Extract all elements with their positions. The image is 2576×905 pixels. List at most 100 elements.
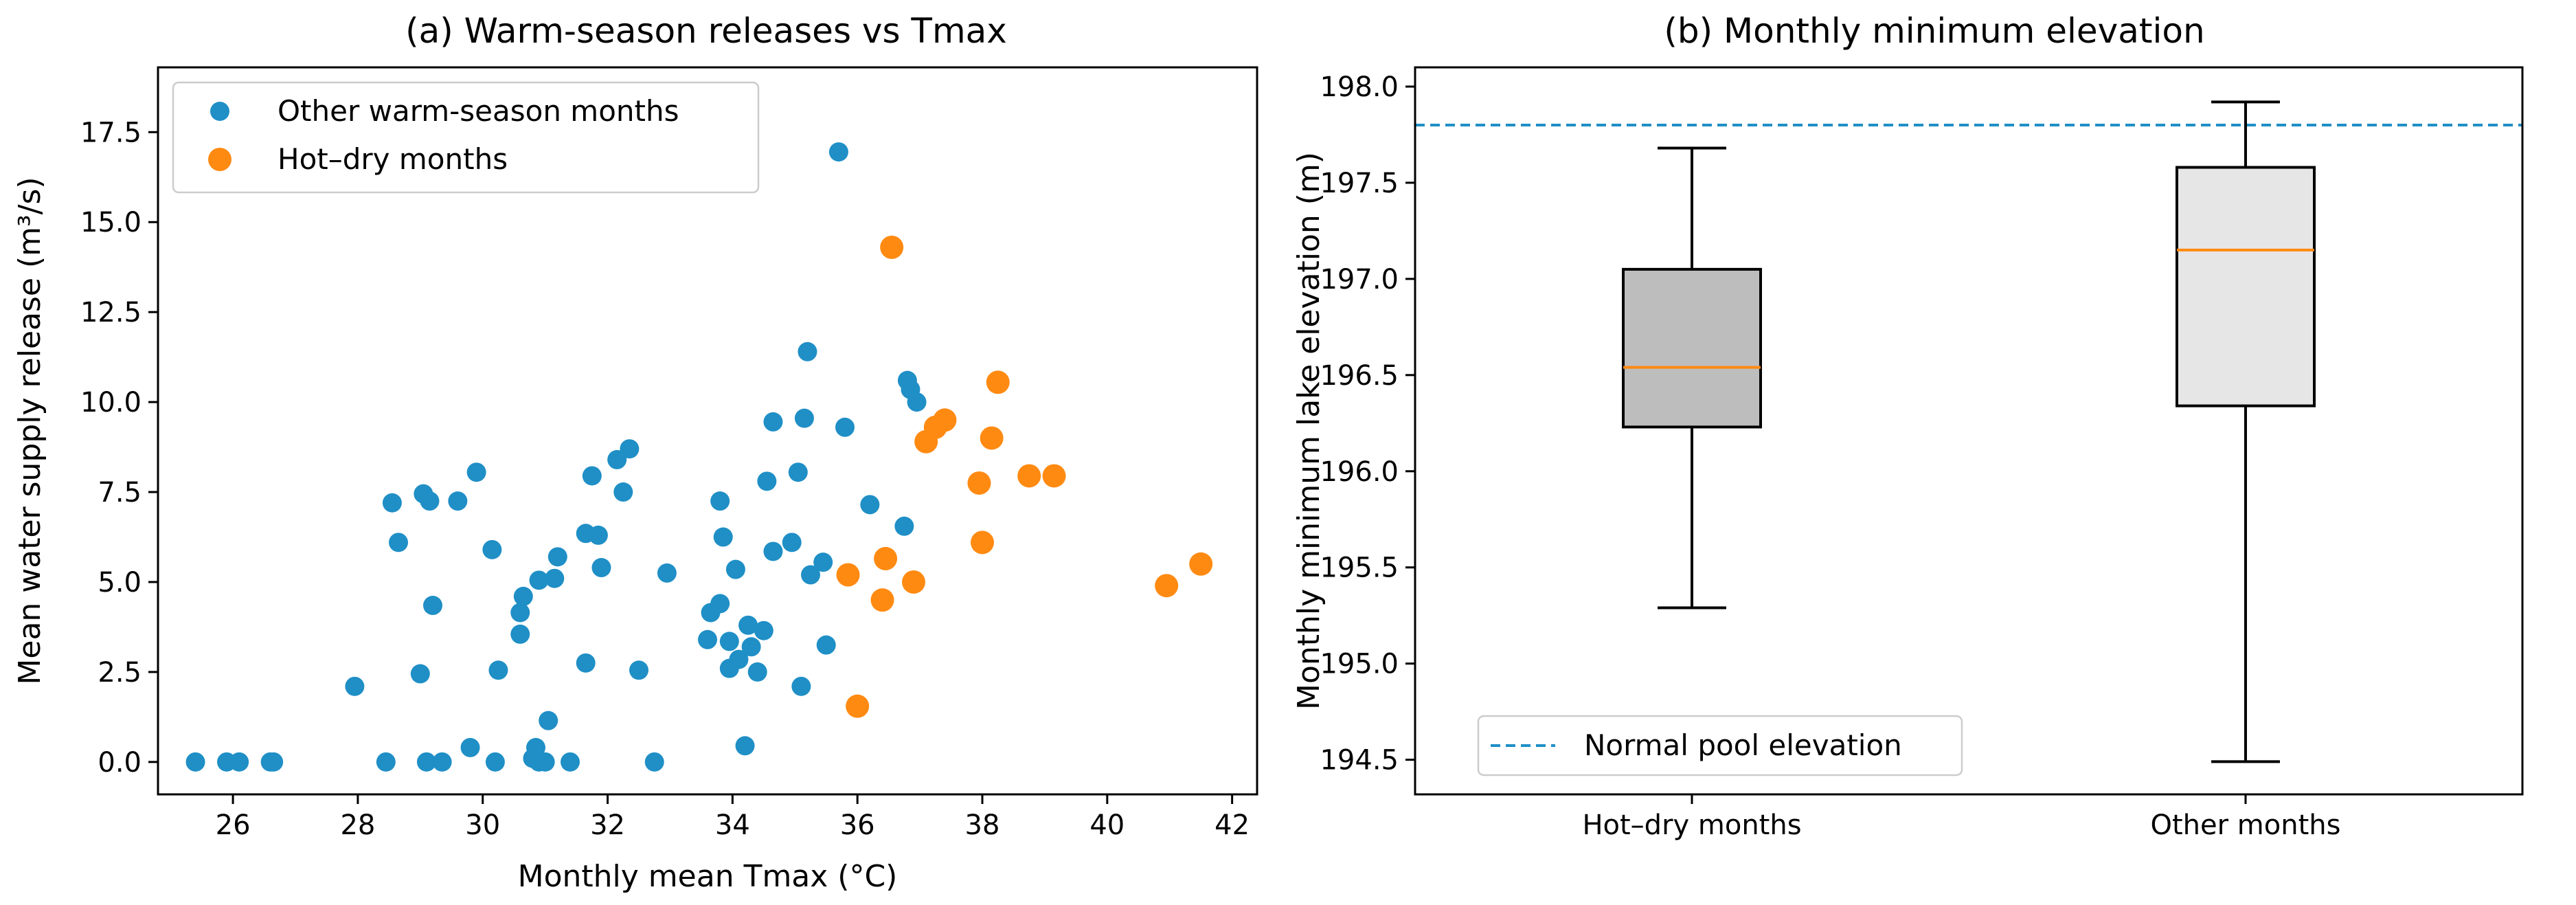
scatter-y-tick-label: 2.5 — [98, 657, 142, 689]
other-warm-season-point — [798, 342, 817, 361]
other-warm-season-point — [513, 586, 533, 606]
other-warm-season-point — [576, 653, 596, 673]
other-warm-season-point — [485, 752, 505, 772]
hot-dry-point — [1189, 552, 1213, 576]
other-warm-season-point — [466, 462, 486, 482]
interquartile-box — [2176, 166, 2316, 407]
other-warm-season-point — [607, 449, 627, 469]
scatter-legend-box — [172, 81, 760, 194]
scatter-y-tick-label: 15.0 — [80, 207, 142, 238]
boxplot-legend-box — [1477, 715, 1963, 776]
other-warm-season-point — [620, 439, 640, 459]
other-warm-season-point — [644, 752, 664, 772]
other-warm-season-point — [747, 662, 767, 682]
other-warm-season-point — [376, 752, 396, 772]
hot-dry-point — [874, 546, 898, 570]
other-warm-season-point — [763, 412, 783, 432]
other-warm-season-point — [907, 392, 927, 412]
scatter-x-tick-label: 26 — [216, 809, 251, 841]
hot-dry-point — [971, 530, 994, 555]
hot-dry-point — [880, 235, 904, 259]
scatter-x-tick-label: 38 — [965, 809, 1000, 841]
other-warm-season-point — [738, 615, 758, 635]
boxplot-y-tick-label: 197.0 — [1320, 264, 1399, 295]
other-warm-season-point — [754, 621, 773, 640]
other-warm-season-point — [816, 635, 836, 655]
other-warm-season-point — [460, 737, 480, 757]
scatter-y-tick-label: 17.5 — [80, 117, 142, 148]
other-warm-season-point — [345, 676, 365, 696]
boxplot-y-tick-label: 195.0 — [1320, 649, 1399, 680]
other-warm-season-point — [482, 539, 502, 559]
hot-dry-point — [836, 563, 860, 587]
boxplot-panel: (b) Monthly minimum elevation 194.5 195.0… — [1291, 11, 2524, 841]
hot-dry-point — [986, 370, 1010, 394]
other-warm-season-point — [629, 660, 648, 680]
other-warm-season-point — [735, 736, 755, 756]
boxplot-legend: Normal pool elevation — [1477, 715, 1963, 776]
box-hot-dry — [1622, 146, 1762, 610]
other-warm-season-point — [801, 565, 820, 585]
other-warm-season-point — [582, 466, 602, 486]
other-warm-season-point — [725, 559, 745, 579]
hot-dry-point — [933, 408, 957, 432]
scatter-x-axis-label: Monthly mean Tmax (°C) — [518, 859, 898, 894]
other-warm-season-point — [539, 711, 558, 730]
other-warm-season-point — [757, 471, 777, 491]
other-warm-season-point — [510, 603, 530, 623]
other-warm-season-point — [894, 516, 914, 536]
hot-dry-point — [967, 471, 991, 495]
other-warm-season-point — [420, 491, 440, 511]
hot-dry-point — [846, 694, 870, 718]
other-warm-season-point — [828, 142, 848, 162]
scatter-x-tick-label: 36 — [840, 809, 875, 841]
other-warm-season-point — [860, 495, 880, 515]
boxplot-y-tick-label: 198.0 — [1320, 71, 1399, 103]
other-warm-season-point — [710, 594, 730, 614]
other-warm-season-point — [729, 649, 749, 669]
other-warm-season-point — [741, 637, 761, 657]
legend-label-other-warm-season: Other warm-season months — [278, 94, 679, 128]
other-warm-season-point — [526, 737, 545, 757]
other-warm-season-point — [545, 568, 565, 588]
other-warm-season-point — [788, 462, 808, 482]
scatter-x-tick-label: 28 — [340, 809, 375, 841]
hot-dry-point — [1017, 464, 1041, 488]
other-warm-season-point — [561, 752, 580, 772]
other-warm-season-point — [529, 570, 549, 590]
other-warm-season-point — [591, 558, 611, 578]
other-warm-season-point — [382, 493, 402, 513]
scatter-y-tick-label: 0.0 — [98, 747, 142, 779]
boxplot-y-tick-label: 194.5 — [1320, 745, 1399, 776]
legend-marker-hot-dry — [208, 148, 231, 171]
other-warm-season-point — [698, 629, 717, 649]
scatter-plot-frame — [157, 66, 1258, 796]
scatter-x-tick-label: 30 — [465, 809, 500, 841]
boxplot-title: (b) Monthly minimum elevation — [1664, 11, 2204, 51]
other-warm-season-point — [488, 660, 508, 680]
other-warm-season-point — [264, 752, 284, 772]
interquartile-box — [1622, 267, 1762, 429]
other-warm-season-point — [719, 632, 739, 651]
boxplot-y-tick-label: 197.5 — [1320, 168, 1399, 199]
other-warm-season-point — [535, 752, 555, 772]
other-warm-season-point — [410, 664, 430, 684]
scatter-x-tick-label: 34 — [715, 809, 750, 841]
other-warm-season-point — [710, 491, 730, 511]
other-warm-season-point — [713, 527, 733, 547]
other-warm-season-point — [416, 752, 436, 772]
hot-dry-point — [870, 588, 894, 612]
box-other — [2176, 100, 2316, 763]
other-warm-season-point — [389, 533, 408, 552]
scatter-title: (a) Warm-season releases vs Tmax — [405, 11, 1007, 51]
other-warm-season-point — [782, 533, 802, 552]
boxplot-boxes — [1622, 100, 2316, 763]
boxplot-ticks: 194.5 195.0 195.5 196.0 196.5 197.0 197.5 198.0… — [1320, 71, 2340, 841]
other-warm-season-point — [229, 752, 249, 772]
other-warm-season-point — [835, 417, 855, 437]
boxplot-y-tick-label: 195.5 — [1320, 552, 1399, 584]
scatter-x-tick-label: 32 — [590, 809, 625, 841]
other-warm-season-point — [763, 541, 783, 561]
scatter-y-tick-label: 12.5 — [80, 297, 142, 328]
